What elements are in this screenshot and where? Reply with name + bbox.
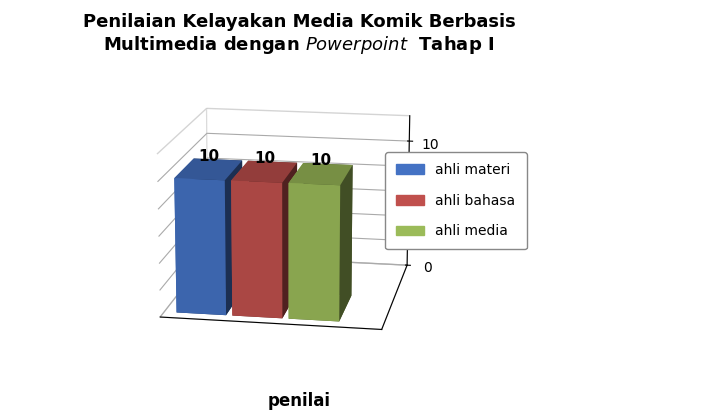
Text: penilai: penilai	[268, 392, 330, 410]
Legend: ahli materi, ahli bahasa, ahli media: ahli materi, ahli bahasa, ahli media	[385, 152, 527, 250]
Text: Penilaian Kelayakan Media Komik Berbasis
Multimedia dengan $\it{Powerpoint}$  Ta: Penilaian Kelayakan Media Komik Berbasis…	[83, 13, 515, 56]
